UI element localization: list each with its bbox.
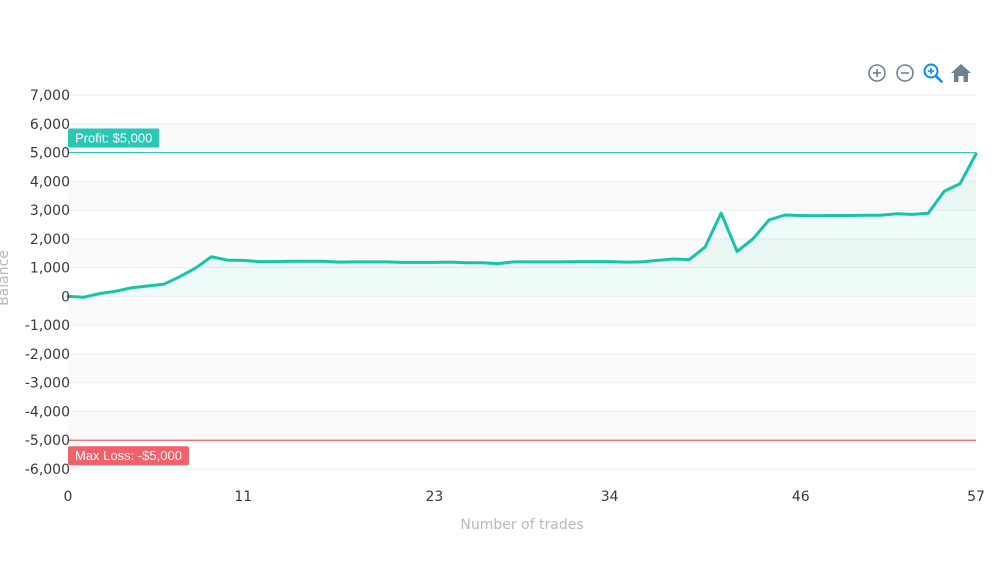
y-tick-label: -6,000: [25, 462, 70, 478]
grid-lines: [68, 94, 976, 470]
y-axis-title: Balance: [0, 250, 12, 306]
y-tick-label: 2,000: [30, 232, 70, 248]
y-tick-label: 5,000: [30, 146, 70, 162]
x-tick-label: 11: [234, 489, 252, 505]
chart-toolbar: [866, 61, 972, 85]
reset-zoom-button[interactable]: [950, 62, 972, 84]
y-tick-label: 4,000: [30, 174, 70, 190]
y-tick-label: -3,000: [25, 376, 70, 392]
x-axis-title: Number of trades: [460, 517, 583, 533]
x-tick-label: 46: [792, 489, 810, 505]
grid-band: [68, 123, 976, 153]
x-tick-label: 34: [601, 489, 619, 505]
zoom-select-icon: [923, 63, 943, 83]
profit-label-badge: [68, 128, 160, 148]
grid-band: [68, 411, 976, 441]
max-loss-label-badge: [68, 446, 189, 466]
zoom-out-button[interactable]: [894, 62, 916, 84]
grid-band: [68, 181, 976, 211]
zoom-in-icon: [868, 64, 886, 82]
area-fill-layer: [68, 154, 976, 298]
x-axis-tick-labels: 0 11 23 34 46 57: [64, 489, 985, 505]
reset-home-icon: [951, 64, 971, 82]
x-tick-label: 57: [967, 489, 985, 505]
annotation-layer: Profit: $5,000 Max Loss: -$5,000: [68, 128, 976, 466]
x-tick-label: 23: [425, 489, 443, 505]
series-area: [68, 154, 976, 298]
y-tick-label: 6,000: [30, 117, 70, 133]
y-tick-label: -1,000: [25, 318, 70, 334]
series-line: [66, 152, 978, 299]
zoom-select-button[interactable]: [922, 62, 944, 84]
profit-label-text: Profit: $5,000: [75, 131, 152, 146]
zoom-in-button[interactable]: [866, 62, 888, 84]
y-tick-label: 3,000: [30, 203, 70, 219]
y-tick-label: -4,000: [25, 404, 70, 420]
y-tick-label: -5,000: [25, 433, 70, 449]
y-tick-label: 1,000: [30, 261, 70, 277]
grid-band: [68, 296, 976, 326]
zoom-out-icon: [896, 64, 914, 82]
y-tick-label: 0: [61, 289, 70, 305]
y-tick-label: 7,000: [30, 88, 70, 104]
x-tick-label: 0: [64, 489, 73, 505]
max-loss-label-text: Max Loss: -$5,000: [75, 448, 182, 463]
y-tick-label: -2,000: [25, 347, 70, 363]
y-axis-tick-labels: 7,000 6,000 5,000 4,000 3,000 2,000 1,000 0 -1,0…: [25, 88, 70, 478]
series-line-layer: [66, 152, 978, 299]
grid-band: [68, 353, 976, 383]
